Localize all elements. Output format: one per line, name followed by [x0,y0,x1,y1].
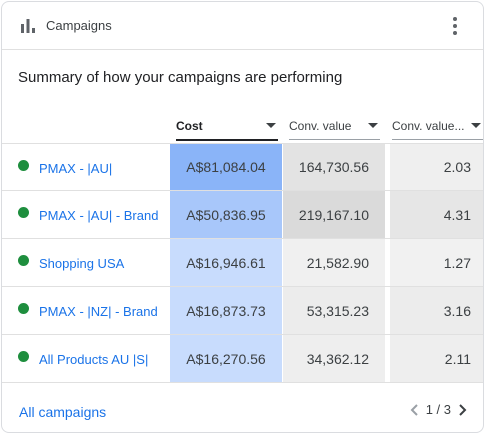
cost-cell: A$16,270.56 [170,335,282,382]
status-enabled-icon [18,160,29,171]
conv-value-cell: 164,730.56 [283,144,385,190]
cost-cell: A$16,946.61 [170,239,282,286]
page-indicator: 1 / 3 [425,402,451,417]
card-header: Campaigns [2,2,483,50]
dropdown-arrow-icon [368,123,378,128]
conv-value-cost-cell: 2.11 [390,335,483,382]
bar-chart-icon [21,19,35,33]
column-header-conv-value-cost[interactable]: Conv. value... [392,114,483,140]
status-enabled-icon [18,351,29,362]
cost-cell: A$81,084.04 [170,144,282,190]
table-row: PMAX - |AU| A$81,084.04 164,730.56 2.03 [2,143,483,191]
dropdown-arrow-icon [471,123,481,128]
pagination: 1 / 3 [408,402,469,417]
campaign-name-link[interactable]: All Products AU |S| [39,352,149,367]
card-subtitle: Summary of how your campaigns are perfor… [18,69,343,86]
conv-value-cost-cell: 1.27 [390,239,483,286]
chevron-right-icon[interactable] [455,403,469,417]
chevron-left-icon[interactable] [408,403,422,417]
cost-cell: A$50,836.95 [170,191,282,238]
column-header-conv-value[interactable]: Conv. value [289,114,380,140]
campaign-name-link[interactable]: PMAX - |NZ| - Brand [39,304,158,319]
conv-value-cell: 34,362.12 [283,335,385,382]
sort-arrow-icon [266,123,276,128]
card-title: Campaigns [46,18,112,33]
campaign-name-link[interactable]: PMAX - |AU| [39,161,113,176]
campaign-name-link[interactable]: Shopping USA [39,256,125,271]
status-enabled-icon [18,255,29,266]
status-enabled-icon [18,207,29,218]
all-campaigns-link[interactable]: All campaigns [19,404,107,420]
more-vert-icon[interactable] [445,14,465,38]
table-row: All Products AU |S| A$16,270.56 34,362.1… [2,335,483,383]
cost-cell: A$16,873.73 [170,287,282,334]
campaign-table: PMAX - |AU| A$81,084.04 164,730.56 2.03 … [2,143,483,383]
table-row: PMAX - |NZ| - Brand A$16,873.73 53,315.2… [2,287,483,335]
campaign-name-link[interactable]: PMAX - |AU| - Brand [39,208,159,223]
conv-value-cell: 21,582.90 [283,239,385,286]
status-enabled-icon [18,303,29,314]
conv-value-cell: 219,167.10 [283,191,385,238]
card-footer: All campaigns 1 / 3 [2,385,483,432]
table-row: PMAX - |AU| - Brand A$50,836.95 219,167.… [2,191,483,239]
table-row: Shopping USA A$16,946.61 21,582.90 1.27 [2,239,483,287]
conv-value-cost-cell: 4.31 [390,191,483,238]
column-header-cost[interactable]: Cost [176,114,278,141]
conv-value-cost-cell: 2.03 [390,144,483,190]
conv-value-cell: 53,315.23 [283,287,385,334]
conv-value-cost-cell: 3.16 [390,287,483,334]
